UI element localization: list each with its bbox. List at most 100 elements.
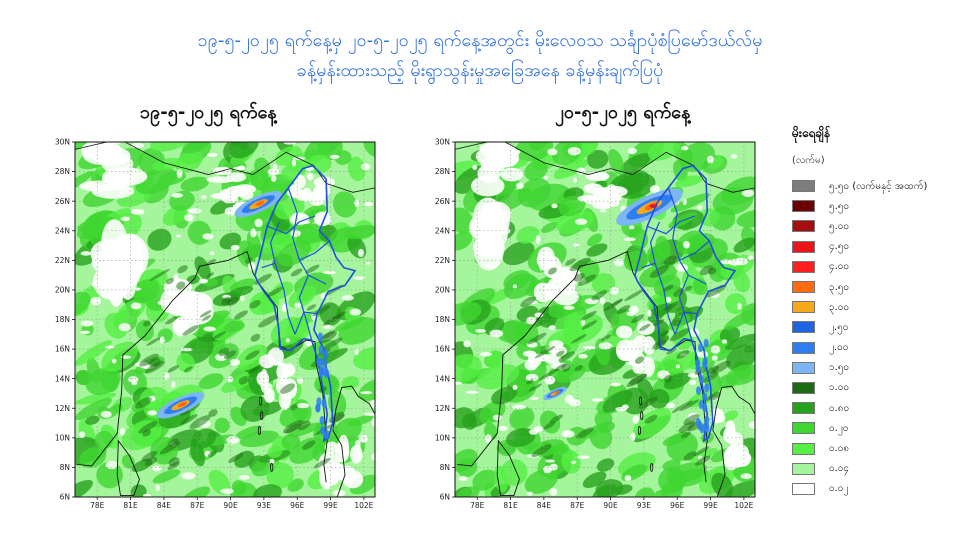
lat-tick-label: 26N: [435, 197, 450, 206]
legend-swatch: [792, 301, 815, 314]
lat-tick-label: 12N: [55, 404, 70, 413]
legend-swatch: [792, 361, 815, 374]
legend-swatch: [792, 381, 815, 394]
lon-tick-label: 87E: [190, 501, 205, 510]
legend-label: ၅.၅၀ (လက်မနှင့် အထက်): [829, 180, 928, 192]
legend-label: ၃.၀၀: [829, 301, 850, 313]
lon-tick-label: 96E: [670, 501, 685, 510]
lon-tick-label: 84E: [157, 501, 172, 510]
legend-swatch: [792, 341, 815, 354]
lon-tick-label: 99E: [703, 501, 718, 510]
legend-label: ၀.၀၈: [829, 443, 850, 455]
legend-items: ၅.၅၀ (လက်မနှင့် အထက်) ၅.၅၀၅.၀၀၄.၅၀၄.၀၀၃.၅…: [792, 176, 957, 499]
legend-swatch: [792, 402, 815, 415]
legend-label: ၄.၅၀: [829, 241, 850, 253]
legend-item: ၂.၀၀: [792, 338, 957, 358]
lon-tick-label: 90E: [603, 501, 618, 510]
legend-item: ၃.၅၀: [792, 277, 957, 297]
rainfall-legend: မိုးရေချိန် (လက်မ) ၅.၅၀ (လက်မနှင့် အထက်)…: [792, 125, 957, 499]
lat-tick-label: 28N: [435, 167, 450, 176]
lon-tick-label: 96E: [290, 501, 305, 510]
legend-item: ၀.၀၈: [792, 438, 957, 458]
lon-tick-label: 87E: [570, 501, 585, 510]
lat-tick-label: 16N: [55, 345, 70, 354]
legend-swatch: [792, 462, 815, 475]
lat-tick-label: 28N: [55, 167, 70, 176]
legend-item: ၄.၀၀: [792, 257, 957, 277]
lat-tick-label: 24N: [55, 226, 70, 235]
legend-label: ၄.၀၀: [829, 261, 850, 273]
legend-swatch: [792, 482, 815, 495]
lat-tick-label: 18N: [435, 315, 450, 324]
legend-label: ၀.၂၀: [829, 422, 849, 434]
lat-tick-label: 6N: [440, 493, 450, 502]
legend-label: ၀.၀၂: [829, 483, 849, 495]
lon-tick-label: 99E: [323, 501, 338, 510]
legend-label: ၃.၅၀: [829, 281, 850, 293]
lon-tick-label: 84E: [537, 501, 552, 510]
lat-tick-label: 20N: [55, 286, 70, 295]
lat-tick-label: 18N: [55, 315, 70, 324]
map-right-date: ၂၀-၅-၂၀၂၅ ရက်နေ့: [555, 102, 691, 123]
lat-tick-label: 22N: [435, 256, 450, 265]
lat-tick-label: 26N: [55, 197, 70, 206]
legend-swatch: [792, 422, 815, 435]
header-line-2: ခန့်မှန်းထားသည့် မိုးရွာသွန်းမှုအခြေအနေ …: [296, 60, 664, 81]
legend-label: ၅.၀၀: [829, 220, 850, 232]
lat-tick-label: 6N: [60, 493, 70, 502]
lat-tick-label: 20N: [435, 286, 450, 295]
lat-tick-label: 30N: [55, 138, 70, 147]
legend-swatch: [792, 321, 815, 334]
rainfall-map-right: 30N 28N 26N 24N 22N 20N 18N 16N 14N 12N 10N 8N 6N 78E…: [420, 130, 760, 510]
legend-label: ၀.၈၀: [829, 402, 850, 414]
lat-tick-label: 14N: [55, 374, 70, 383]
map-left-date: ၁၉-၅-၂၀၂၅ ရက်နေ့: [140, 102, 277, 123]
legend-swatch: [792, 220, 815, 233]
lat-tick-label: 16N: [435, 345, 450, 354]
legend-item: ၅.၅၀: [792, 196, 957, 216]
legend-item: ၅.၀၀: [792, 216, 957, 236]
lat-tick-label: 14N: [435, 374, 450, 383]
lon-tick-label: 81E: [503, 501, 518, 510]
legend-title: မိုးရေချိန်: [792, 126, 831, 140]
lon-tick-label: 78E: [90, 501, 105, 510]
lon-tick-label: 93E: [257, 501, 272, 510]
legend-label: ၅.၅၀: [829, 200, 850, 212]
legend-item: ၀.၈၀: [792, 398, 957, 418]
lat-tick-label: 24N: [435, 226, 450, 235]
lat-tick-label: 8N: [440, 463, 450, 472]
lat-tick-label: 22N: [55, 256, 70, 265]
rainfall-map-left: 30N 28N 26N 24N 22N 20N 18N 16N 14N 12N 10N 8N 6N 78E…: [40, 130, 380, 510]
legend-item: ၄.၅၀: [792, 237, 957, 257]
legend-item: ၅.၅၀ (လက်မနှင့် အထက်): [792, 176, 957, 196]
legend-item: ၁.၅၀: [792, 358, 957, 378]
legend-label: ၂.၀၀: [829, 342, 849, 354]
lat-tick-label: 8N: [60, 463, 70, 472]
lat-tick-label: 30N: [435, 138, 450, 147]
legend-item: ၃.၀၀: [792, 297, 957, 317]
legend-swatch: [792, 442, 815, 455]
lat-tick-label: 10N: [435, 433, 450, 442]
legend-swatch: [792, 281, 815, 294]
legend-swatch: [792, 200, 815, 213]
legend-label: ၁.၅၀: [829, 362, 850, 374]
legend-item: ၀.၀၄: [792, 459, 957, 479]
lon-tick-label: 102E: [734, 501, 753, 510]
legend-label: ၁.၀၀: [829, 382, 850, 394]
legend-swatch: [792, 240, 815, 253]
lat-tick-label: 12N: [435, 404, 450, 413]
lon-tick-label: 90E: [223, 501, 238, 510]
legend-item: ၀.၂၀: [792, 418, 957, 438]
legend-swatch: [792, 180, 815, 193]
legend-swatch: [792, 260, 815, 273]
header-line-1: ၁၉-၅-၂၀၂၅ ရက်နေ့မှ ၂၀-၅-၂၀၂၅ ရက်နေ့အတွင်…: [197, 30, 763, 51]
legend-item: ၀.၀၂: [792, 479, 957, 499]
legend-label: ၂.၅၀: [829, 321, 849, 333]
legend-label: ၀.၀၄: [829, 463, 850, 475]
lat-tick-label: 10N: [55, 433, 70, 442]
legend-unit: (လက်မ): [792, 155, 825, 166]
lon-tick-label: 81E: [123, 501, 138, 510]
legend-item: ၂.၅၀: [792, 317, 957, 337]
legend-item: ၁.၀၀: [792, 378, 957, 398]
lon-tick-label: 78E: [470, 501, 485, 510]
